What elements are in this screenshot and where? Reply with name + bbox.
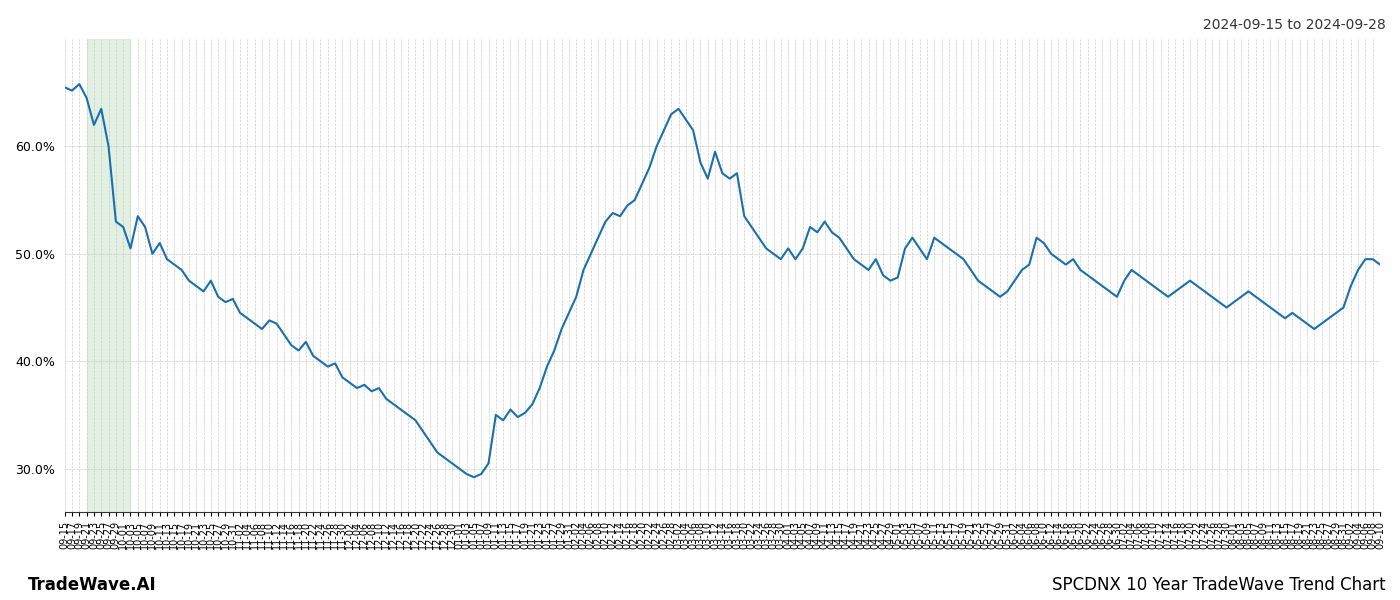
Text: TradeWave.AI: TradeWave.AI xyxy=(28,576,157,594)
Bar xyxy=(87,39,130,512)
Text: SPCDNX 10 Year TradeWave Trend Chart: SPCDNX 10 Year TradeWave Trend Chart xyxy=(1053,576,1386,594)
Text: 2024-09-15 to 2024-09-28: 2024-09-15 to 2024-09-28 xyxy=(1203,18,1386,32)
